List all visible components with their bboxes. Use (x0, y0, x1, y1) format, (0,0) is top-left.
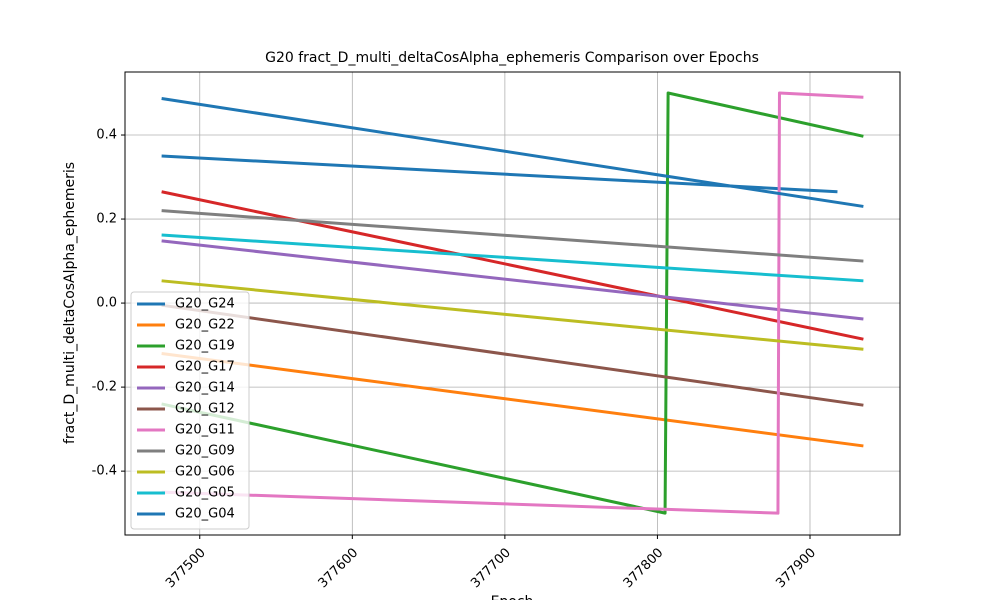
legend-label: G20_G22 (175, 318, 235, 333)
line (161, 279, 864, 351)
legend-label: G20_G04 (175, 507, 235, 522)
x-tick-label: 377900 (773, 545, 819, 591)
line (161, 91, 864, 515)
plot-frame (124, 71, 901, 536)
line (161, 239, 864, 321)
y-tick-label: -0.4 (92, 464, 117, 479)
legend-label: G20_G11 (175, 423, 235, 438)
line (161, 209, 864, 263)
x-tick-label: 377800 (621, 545, 667, 591)
legend: G20_G24 G20_G22 G20_G19 G20_G17 G20_G14 G20_G… (130, 291, 250, 530)
y-axis-label: fract_D_multi_deltaCosAlpha_ephemeris (62, 162, 78, 444)
x-tick-label: 377700 (468, 545, 514, 591)
legend-label: G20_G06 (175, 465, 235, 480)
line (161, 233, 864, 283)
x-tick-label: 377600 (316, 545, 362, 591)
line (161, 190, 864, 341)
y-tick-label: -0.2 (92, 380, 117, 395)
x-axis-label: Epoch (491, 594, 534, 600)
chart-title: G20 fract_D_multi_deltaCosAlpha_ephemeri… (265, 50, 759, 66)
legend-label: G20_G12 (175, 402, 235, 417)
y-tick-label: 0.2 (96, 212, 117, 227)
line (161, 96, 864, 208)
line (161, 352, 864, 448)
line (161, 303, 864, 407)
legend-label: G20_G05 (175, 486, 235, 501)
x-tick-label: 377500 (163, 545, 209, 591)
y-tick-label: 0.4 (96, 128, 117, 143)
legend-label: G20_G17 (175, 360, 235, 375)
line (161, 91, 864, 515)
legend-label: G20_G24 (175, 297, 235, 312)
legend-box (130, 291, 250, 530)
y-tick-label: 0.0 (96, 296, 117, 311)
legend-label: G20_G19 (175, 339, 235, 354)
legend-label: G20_G09 (175, 444, 235, 459)
legend-label: G20_G14 (175, 381, 235, 396)
